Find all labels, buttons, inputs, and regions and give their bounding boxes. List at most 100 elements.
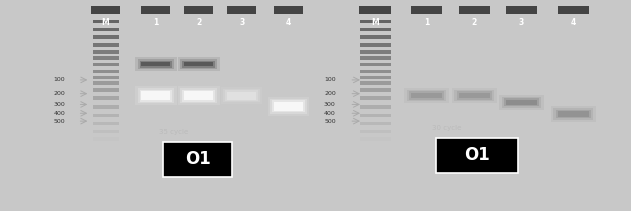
Text: 1: 1 — [424, 18, 429, 27]
Bar — [274, 102, 303, 111]
Bar — [138, 88, 174, 103]
Text: 30 cycle: 30 cycle — [432, 125, 462, 131]
Bar — [558, 111, 589, 117]
Bar — [360, 96, 391, 100]
Text: 1: 1 — [153, 18, 158, 27]
Bar — [93, 20, 119, 23]
Bar — [360, 6, 391, 14]
Bar — [360, 81, 391, 85]
Bar — [457, 92, 492, 100]
Bar — [93, 35, 119, 39]
Bar — [360, 70, 391, 73]
Bar — [407, 90, 446, 101]
Bar — [135, 86, 177, 105]
Bar — [227, 92, 256, 100]
Bar — [93, 27, 119, 31]
Bar — [360, 76, 391, 79]
Bar — [360, 88, 391, 92]
Bar — [93, 81, 119, 85]
Bar — [459, 93, 490, 98]
Bar — [225, 90, 258, 101]
Bar — [272, 100, 305, 112]
Text: 300: 300 — [53, 102, 65, 107]
Bar — [91, 6, 120, 14]
Bar — [499, 95, 544, 110]
Bar — [360, 114, 391, 117]
Bar — [141, 6, 170, 14]
Bar — [184, 91, 213, 100]
Text: 300: 300 — [324, 102, 336, 107]
Bar — [139, 89, 172, 102]
Bar — [93, 76, 119, 79]
Bar — [93, 50, 119, 54]
Bar — [360, 43, 391, 47]
Bar — [360, 56, 391, 60]
Bar — [182, 89, 215, 102]
Text: 3: 3 — [519, 18, 524, 27]
Bar — [93, 70, 119, 73]
Bar — [556, 110, 591, 118]
Bar — [180, 88, 217, 103]
Text: M: M — [371, 18, 379, 27]
Bar — [360, 63, 391, 66]
Bar — [221, 87, 262, 104]
Bar — [93, 88, 119, 92]
Text: 400: 400 — [324, 111, 336, 116]
Text: 4: 4 — [570, 18, 576, 27]
Bar — [93, 56, 119, 60]
Bar — [506, 100, 537, 105]
Bar — [454, 90, 494, 101]
Text: 200: 200 — [324, 91, 336, 96]
FancyBboxPatch shape — [436, 138, 517, 173]
Text: 500: 500 — [54, 119, 65, 124]
Bar — [180, 59, 217, 69]
Bar — [141, 91, 170, 100]
Text: 500: 500 — [324, 119, 336, 124]
Text: 3: 3 — [239, 18, 244, 27]
Text: 100: 100 — [54, 77, 65, 83]
Bar — [360, 27, 391, 31]
Bar — [268, 97, 309, 116]
Bar — [227, 6, 256, 14]
Bar — [404, 88, 449, 103]
Bar — [141, 62, 170, 66]
Bar — [93, 114, 119, 117]
Bar — [506, 6, 537, 14]
Bar — [184, 6, 213, 14]
Bar — [274, 6, 303, 14]
Bar — [93, 96, 119, 100]
Bar — [93, 130, 119, 133]
Bar — [139, 61, 172, 68]
Bar — [558, 6, 589, 14]
Bar — [93, 137, 119, 141]
Bar — [93, 63, 119, 66]
Bar — [360, 130, 391, 133]
Bar — [184, 62, 213, 66]
Bar — [138, 59, 174, 69]
Bar — [360, 50, 391, 54]
Bar — [411, 93, 442, 98]
Bar — [360, 35, 391, 39]
Bar — [135, 57, 177, 71]
Bar — [93, 43, 119, 47]
Text: 200: 200 — [53, 91, 65, 96]
Text: 400: 400 — [53, 111, 65, 116]
Bar — [360, 122, 391, 125]
Text: 2: 2 — [471, 18, 477, 27]
Bar — [409, 92, 444, 100]
Bar — [223, 89, 260, 103]
Text: O1: O1 — [185, 150, 210, 168]
Text: O1: O1 — [464, 146, 490, 164]
Text: 4: 4 — [286, 18, 291, 27]
Bar — [411, 6, 442, 14]
Bar — [551, 106, 596, 122]
FancyBboxPatch shape — [163, 142, 232, 177]
Bar — [504, 98, 539, 106]
Text: 100: 100 — [324, 77, 336, 83]
Bar — [553, 108, 593, 120]
Bar — [182, 61, 215, 68]
Bar — [178, 86, 220, 105]
Text: M: M — [102, 18, 109, 27]
Bar — [452, 88, 497, 103]
Bar — [178, 57, 220, 71]
